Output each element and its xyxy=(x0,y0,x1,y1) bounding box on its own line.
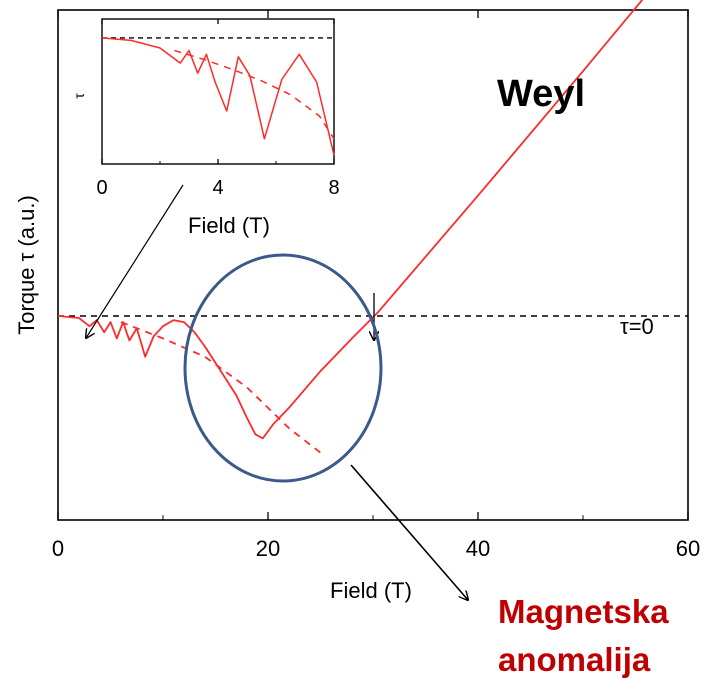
inset-pointer-arrow xyxy=(86,184,184,338)
main-x-tick-label: 60 xyxy=(676,536,700,561)
main-envelope-line xyxy=(120,321,322,454)
inset-x-tick-label: 8 xyxy=(328,177,339,199)
main-x-tick-labels: 0 20 40 60 xyxy=(52,536,700,561)
main-x-ticks xyxy=(57,10,689,520)
inset-plot-frame xyxy=(101,18,335,165)
main-series-group xyxy=(57,0,644,454)
main-x-tick-label: 0 xyxy=(52,536,64,561)
anomaly-label-line2: anomalija xyxy=(498,641,651,678)
inset-x-tick-labels: 0 4 8 xyxy=(96,177,339,199)
inset-x-ticks xyxy=(101,19,335,164)
weyl-label: Weyl xyxy=(497,73,585,115)
anomaly-label-line1: Magnetska xyxy=(498,593,669,630)
inset-series-group xyxy=(101,37,335,156)
tau-zero-label: τ=0 xyxy=(620,314,654,339)
anomaly-highlight-ellipse xyxy=(183,253,383,483)
main-x-tick-label: 40 xyxy=(466,536,490,561)
main-x-tick-label: 20 xyxy=(256,536,280,561)
inset-envelope-line xyxy=(174,49,335,140)
main-y-axis-title: Torque τ (a.u.) xyxy=(14,195,39,335)
inset-x-tick-label: 0 xyxy=(96,177,107,199)
inset-torque-line xyxy=(101,37,335,156)
inset-x-axis-title: Field (T) xyxy=(188,213,270,238)
main-x-axis-title: Field (T) xyxy=(330,578,412,603)
inset-y-axis-title: τ xyxy=(71,93,87,99)
main-torque-line xyxy=(57,0,644,440)
anomaly-pointer-arrow xyxy=(350,464,468,600)
inset-x-tick-label: 4 xyxy=(212,177,223,199)
